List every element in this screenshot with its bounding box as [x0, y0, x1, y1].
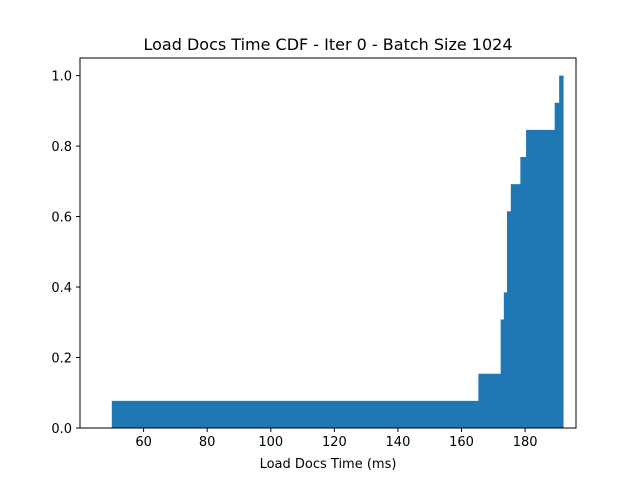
- y-tick-label: 0.4: [51, 281, 72, 296]
- y-tick-label: 0.6: [51, 211, 72, 226]
- x-axis-ticks: 60 80 100 120 140 160 180: [135, 428, 538, 450]
- cdf-bar-2: [500, 319, 505, 428]
- x-axis-label: Load Docs Time (ms): [260, 457, 397, 472]
- y-tick-label: 0.0: [51, 422, 72, 437]
- x-tick-label: 120: [322, 435, 347, 450]
- cdf-bar-5: [510, 184, 521, 428]
- y-tick-label: 0.2: [51, 352, 72, 367]
- x-tick-label: 160: [449, 435, 474, 450]
- x-tick-label: 140: [386, 435, 411, 450]
- y-axis-ticks: 0.0 0.2 0.4 0.6 0.8 1.0: [51, 70, 80, 437]
- cdf-bar-3: [503, 292, 508, 428]
- cdf-bar-8: [554, 102, 560, 428]
- y-tick-label: 0.8: [51, 140, 72, 155]
- cdf-bar-9: [559, 75, 564, 428]
- x-tick-label: 100: [258, 435, 283, 450]
- cdf-bar-4: [507, 211, 512, 428]
- bars-group: [111, 75, 564, 428]
- cdf-bar-7: [526, 129, 555, 428]
- cdf-bar-0: [111, 400, 479, 428]
- cdf-bar-6: [520, 157, 527, 428]
- cdf-bar-1: [478, 373, 501, 428]
- x-tick-label: 80: [199, 435, 216, 450]
- plot-frame: [79, 57, 577, 429]
- y-tick-label: 1.0: [51, 70, 72, 85]
- x-tick-label: 180: [513, 435, 538, 450]
- chart-title: Load Docs Time CDF - Iter 0 - Batch Size…: [143, 35, 512, 54]
- x-tick-label: 60: [135, 435, 152, 450]
